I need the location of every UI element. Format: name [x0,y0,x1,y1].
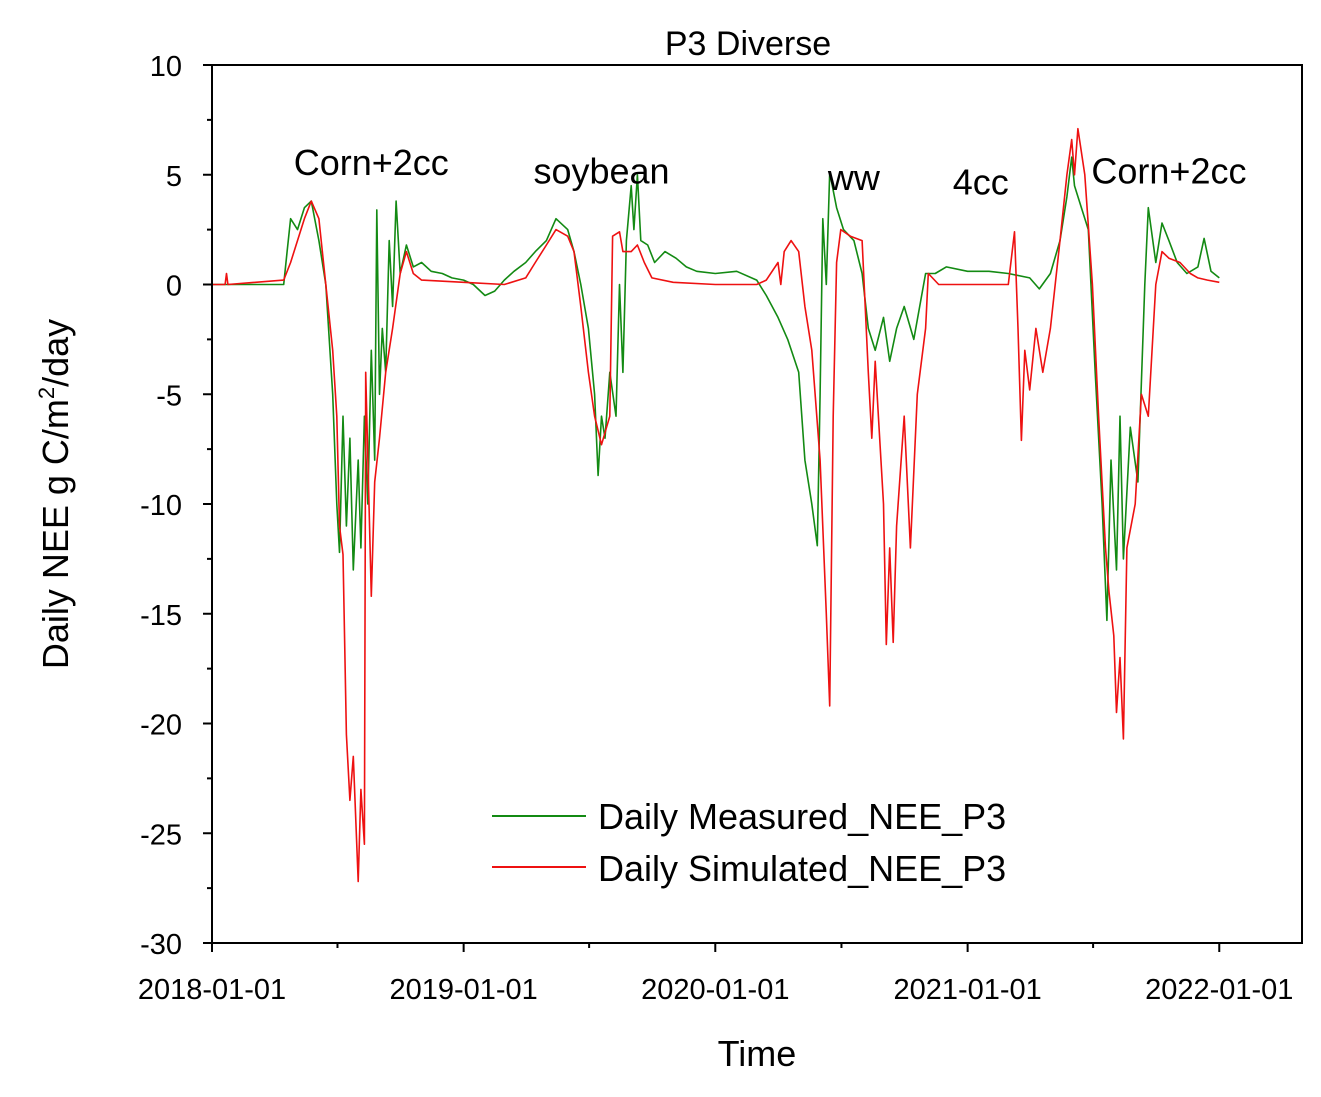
y-tick-label-8: -30 [140,929,182,961]
y-tick-label-0: 10 [150,51,182,83]
y-tick-label-2: 0 [166,271,182,303]
crop-annotation-1: soybean [533,151,669,192]
series-layer [212,127,1220,883]
x-axis-label: Time [718,1033,797,1074]
legend-label-simulated: Daily Simulated_NEE_P3 [598,848,1006,889]
y-axis-label-tail: /day [35,319,76,387]
series-line-0 [212,156,1220,622]
y-axis-label: Daily NEE g C/m2/day [34,319,76,669]
y-tick-label-6: -20 [140,710,182,742]
legend-label-measured: Daily Measured_NEE_P3 [598,796,1006,837]
y-tick-label-1: 5 [166,161,182,193]
crop-annotation-3: 4cc [953,162,1009,203]
x-tick-label-1: 2019-01-01 [389,974,537,1006]
y-tick-label-3: -5 [156,380,182,412]
y-axis-label-main: Daily NEE g C/m [35,399,76,669]
y-tick-label-4: -10 [140,490,182,522]
y-tick-label-7: -25 [140,819,182,851]
crop-annotation-4: Corn+2cc [1091,151,1246,192]
x-tick-label-4: 2022-01-01 [1145,974,1293,1006]
x-tick-label-0: 2018-01-01 [138,974,286,1006]
series-line-1 [212,127,1220,883]
x-tick-label-2: 2020-01-01 [641,974,789,1006]
x-axis: 2018-01-01 2019-01-01 2020-01-01 2021-01-01… [138,943,1293,1006]
annotation-layer: Corn+2cc soybean ww 4cc Corn+2cc [294,142,1247,203]
x-tick-label-3: 2021-01-01 [893,974,1041,1006]
y-axis: 10 5 0 -5 -10 -15 -20 -25 -30 [140,51,212,961]
y-tick-label-5: -15 [140,600,182,632]
crop-annotation-2: ww [827,157,881,198]
chart-title: P3 Diverse [665,25,831,63]
y-axis-label-sup: 2 [34,387,59,399]
crop-annotation-0: Corn+2cc [294,142,449,183]
legend: Daily Measured_NEE_P3 Daily Simulated_NE… [492,796,1006,889]
